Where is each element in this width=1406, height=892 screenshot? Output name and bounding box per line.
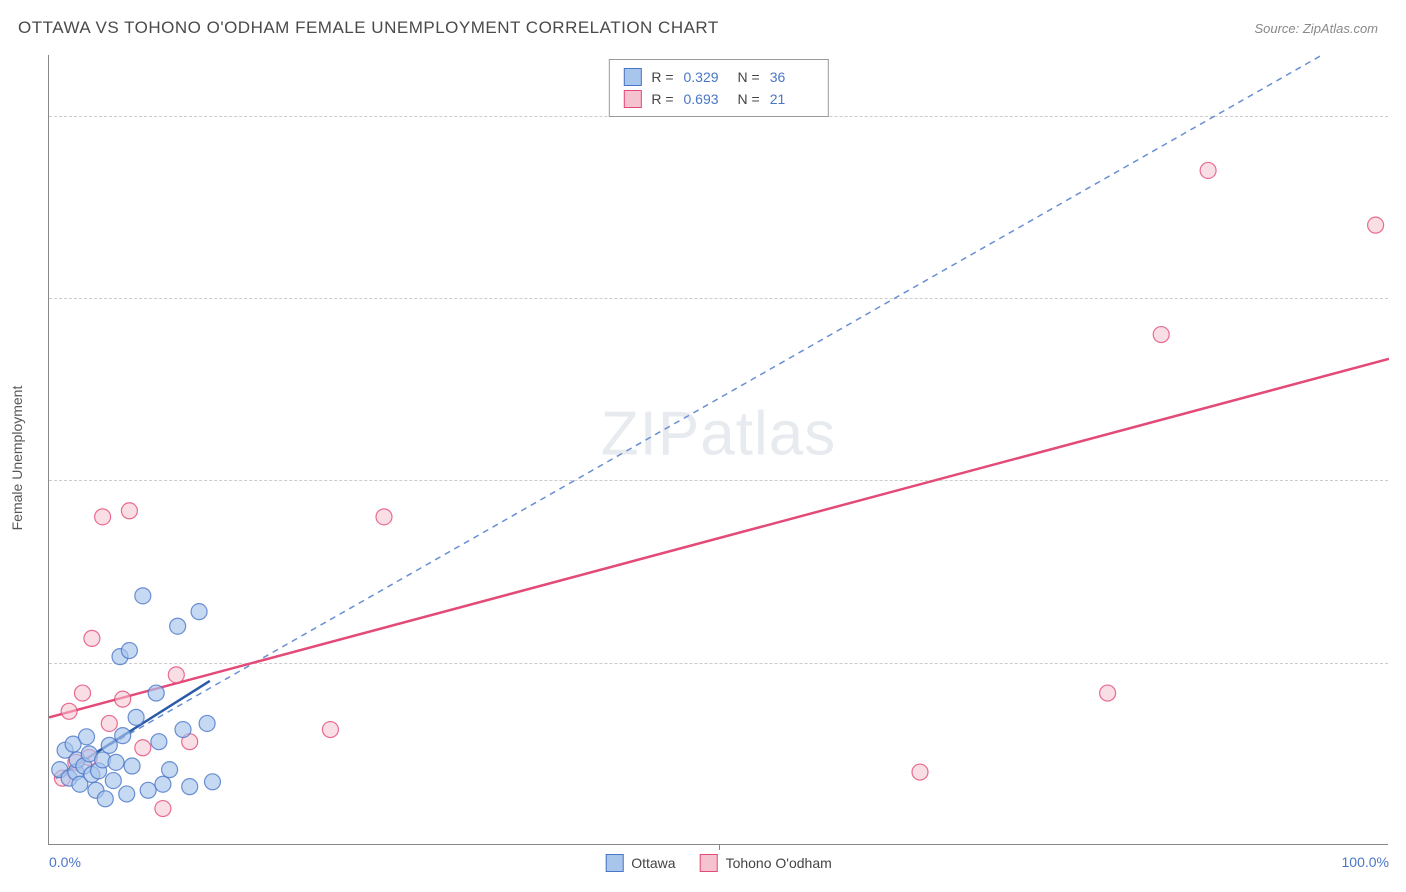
scatter-plot-svg <box>49 55 1389 845</box>
r-value-ottawa: 0.329 <box>684 69 728 85</box>
legend-item-ottawa: Ottawa <box>605 854 675 872</box>
legend-label: Tohono O'odham <box>726 855 832 871</box>
legend-swatch-tohono <box>623 90 641 108</box>
legend-swatch-icon <box>700 854 718 872</box>
legend-swatch-ottawa <box>623 68 641 86</box>
legend-row-tohono: R = 0.693 N = 21 <box>623 88 813 110</box>
n-value-tohono: 21 <box>770 91 814 107</box>
chart-title: OTTAWA VS TOHONO O'ODHAM FEMALE UNEMPLOY… <box>18 18 719 38</box>
plot-area: Female Unemployment ZIPatlas 15.0%30.0%4… <box>48 55 1388 845</box>
legend-row-ottawa: R = 0.329 N = 36 <box>623 66 813 88</box>
chart-source: Source: ZipAtlas.com <box>1254 21 1378 36</box>
chart-header: OTTAWA VS TOHONO O'ODHAM FEMALE UNEMPLOY… <box>0 0 1406 50</box>
legend-label: Ottawa <box>631 855 675 871</box>
legend-item-tohono: Tohono O'odham <box>700 854 832 872</box>
r-value-tohono: 0.693 <box>684 91 728 107</box>
n-value-ottawa: 36 <box>770 69 814 85</box>
legend-bottom: Ottawa Tohono O'odham <box>605 854 832 872</box>
chart-container: Female Unemployment ZIPatlas 15.0%30.0%4… <box>48 55 1388 845</box>
y-axis-label: Female Unemployment <box>9 385 25 530</box>
legend-top: R = 0.329 N = 36 R = 0.693 N = 21 <box>608 59 828 117</box>
legend-swatch-icon <box>605 854 623 872</box>
